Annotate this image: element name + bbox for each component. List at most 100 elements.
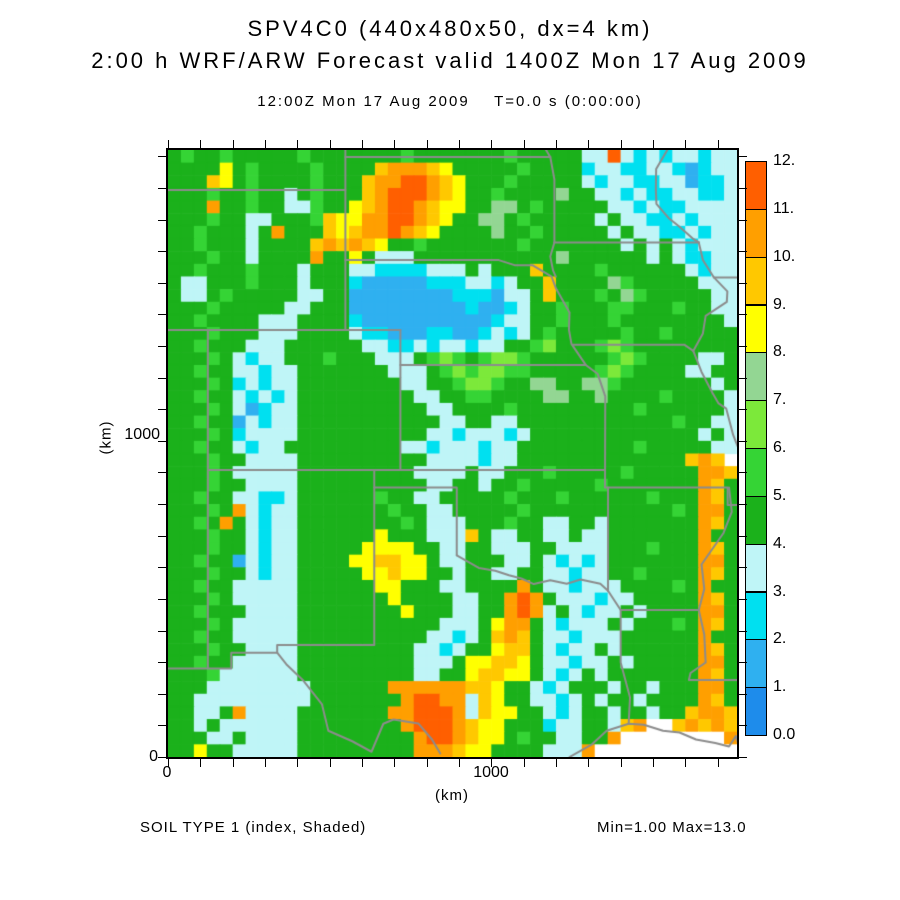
axis-tick [588, 759, 590, 767]
axis-tick [739, 187, 747, 189]
axis-tick [685, 759, 687, 767]
colorbar-tick-label: 5. [773, 486, 787, 504]
axis-tick [620, 140, 622, 148]
colorbar-tick-label: 0.0 [773, 726, 796, 743]
colorbar-block [745, 256, 767, 306]
axis-tick [329, 759, 331, 767]
axis-tick [158, 187, 166, 189]
axis-tick [158, 314, 166, 316]
colorbar-block [745, 400, 767, 449]
axis-tick [739, 598, 747, 600]
colorbar-tick-label: 1. [773, 678, 787, 696]
colorbar-tick-label: 8. [773, 343, 787, 361]
axis-tick [158, 440, 166, 442]
axis-tick [458, 140, 460, 148]
field-description: SOIL TYPE 1 (index, Shaded) [140, 819, 367, 836]
axis-tick [523, 759, 525, 767]
axis-tick [158, 219, 166, 221]
axis-tick [158, 567, 166, 569]
axis-tick [739, 219, 747, 221]
axis-tick [158, 598, 166, 600]
colorbar-block [745, 304, 767, 354]
axis-tick [158, 504, 166, 506]
axis-tick [232, 759, 234, 767]
y-tick-label-1000: 1000 [124, 426, 160, 443]
axis-tick [158, 535, 166, 537]
axis-tick [739, 346, 747, 347]
axis-tick [158, 630, 166, 632]
x-axis-title: (km) [435, 787, 469, 804]
axis-tick [739, 156, 747, 158]
axis-tick [158, 725, 166, 727]
plot-title-forecast: 2:00 h WRF/ARW Forecast valid 1400Z Mon … [91, 48, 809, 73]
axis-tick [739, 725, 747, 727]
axis-tick [717, 759, 719, 767]
axis-tick [739, 251, 747, 253]
axis-tick [158, 251, 166, 253]
colorbar-tick-label: 2. [773, 630, 787, 648]
axis-tick [158, 693, 166, 695]
axis-tick [158, 409, 166, 411]
colorbar-tick-label: 4. [773, 534, 787, 552]
axis-tick [158, 282, 166, 284]
axis-tick [491, 140, 493, 148]
colorbar-tick-label: 7. [773, 391, 787, 409]
axis-tick [458, 759, 460, 767]
axis-tick [717, 140, 719, 148]
axis-tick [158, 757, 166, 758]
axis-tick [361, 759, 363, 767]
axis-tick [739, 504, 747, 506]
axis-tick [739, 662, 747, 664]
axis-tick [739, 630, 747, 632]
colorbar-block [745, 161, 767, 210]
colorbar-tick-label: 10. [773, 247, 796, 265]
colorbar-tick-label: 3. [773, 582, 787, 600]
colorbar-block [745, 687, 767, 736]
axis-tick [555, 140, 557, 148]
axis-tick [168, 759, 169, 767]
axis-tick [555, 759, 557, 767]
axis-tick [685, 140, 687, 148]
minmax-label: Min=1.00 Max=13.0 [597, 819, 747, 836]
axis-tick [652, 759, 654, 767]
axis-tick [739, 282, 747, 284]
axis-tick [158, 156, 166, 158]
axis-tick [158, 662, 166, 664]
axis-tick [158, 346, 166, 347]
colorbar-block [745, 208, 767, 258]
axis-tick [739, 693, 747, 695]
axis-tick [200, 759, 202, 767]
axis-tick [620, 759, 622, 767]
axis-tick [739, 440, 747, 442]
axis-tick [739, 409, 747, 411]
axis-tick [361, 140, 363, 148]
colorbar [745, 161, 767, 736]
axis-tick [491, 759, 493, 767]
map-canvas [168, 150, 737, 757]
colorbar-block [745, 639, 767, 689]
axis-tick [394, 759, 396, 767]
colorbar-block [745, 543, 767, 593]
axis-tick [264, 140, 266, 148]
axis-tick [739, 567, 747, 569]
x-tick-label-0: 0 [162, 764, 172, 781]
axis-tick [426, 140, 428, 148]
axis-tick [739, 472, 747, 474]
colorbar-tick-label: 12. [773, 152, 796, 169]
colorbar-tick-label: 6. [773, 439, 787, 456]
axis-tick [297, 140, 299, 148]
colorbar-tick-label: 11. [773, 199, 795, 217]
x-tick-label-1000: 1000 [473, 764, 509, 781]
axis-tick [168, 140, 169, 148]
axis-tick [523, 140, 525, 148]
colorbar-block [745, 591, 767, 641]
axis-tick [329, 140, 331, 148]
axis-tick [739, 314, 747, 316]
axis-tick [394, 140, 396, 148]
colorbar-tick-label: 9. [773, 295, 787, 313]
colorbar-block [745, 448, 767, 497]
axis-tick [158, 377, 166, 379]
axis-tick [232, 140, 234, 148]
plot-title-model: SPV4C0 (440x480x50, dx=4 km) [247, 16, 653, 41]
